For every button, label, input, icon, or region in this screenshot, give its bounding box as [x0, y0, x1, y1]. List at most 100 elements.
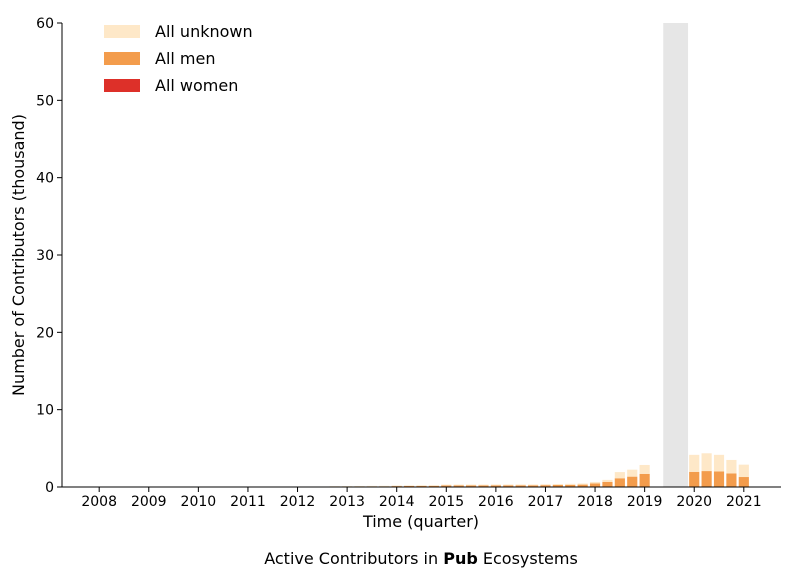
chart-caption: Active Contributors in Pub Ecosystems — [264, 549, 578, 568]
bar-group — [713, 454, 725, 488]
bar-segment-men — [416, 485, 427, 487]
bar-segment-unknown — [342, 486, 353, 487]
bar-group — [726, 459, 737, 488]
x-axis-label: Time (quarter) — [362, 512, 479, 531]
x-tick-label: 2021 — [726, 494, 762, 510]
bar-segment-men — [713, 471, 725, 487]
legend-item-women: All women — [104, 76, 238, 95]
x-tick-label: 2020 — [676, 494, 712, 510]
x-tick-label: 2017 — [528, 494, 564, 510]
x-tick-label: 2010 — [181, 494, 217, 510]
caption-prefix: Active Contributors in — [264, 549, 443, 568]
bar-segment-unknown — [416, 485, 427, 486]
bar-segment-unknown — [515, 484, 526, 486]
bar-segment-men — [478, 485, 489, 487]
legend-swatch-men — [104, 52, 140, 65]
bar-segment-men — [602, 481, 613, 487]
bar-segment-unknown — [466, 484, 477, 486]
bar-segment-unknown — [577, 483, 588, 485]
bar-segment-men — [639, 473, 650, 487]
bar-group — [639, 464, 650, 488]
x-tick-label: 2013 — [329, 494, 365, 510]
bar-segment-men — [577, 484, 588, 487]
bar-segment-men — [552, 484, 563, 487]
bar-group — [614, 472, 625, 488]
y-tick-label: 0 — [45, 480, 54, 496]
x-tick-label: 2011 — [230, 494, 266, 510]
caption-ecosystem-name: Pub — [443, 549, 478, 568]
legend-label-unknown: All unknown — [155, 22, 253, 41]
legend: All unknown All men All women — [104, 22, 253, 95]
legend-label-men: All men — [155, 49, 216, 68]
bar-segment-unknown — [354, 486, 365, 487]
bar-segment-men — [527, 485, 539, 487]
shaded-region — [663, 23, 689, 487]
x-tick-label: 2016 — [478, 494, 514, 510]
bar-segment-men — [466, 485, 477, 487]
y-tick-label: 40 — [36, 171, 54, 187]
y-tick-label: 30 — [36, 248, 54, 264]
legend-item-men: All men — [104, 49, 216, 68]
bar-segment-unknown — [726, 459, 737, 474]
bar-segment-unknown — [701, 453, 712, 472]
bar-segment-men — [614, 478, 625, 487]
bar-segment-men — [428, 485, 439, 487]
bar-segment-unknown — [627, 469, 638, 477]
y-tick-label: 20 — [36, 325, 54, 341]
bar-segment-unknown — [503, 484, 514, 486]
bar-segment-men — [453, 485, 464, 487]
shaded-region-layer — [663, 23, 689, 487]
x-tick-label: 2015 — [428, 494, 464, 510]
bar-segment-men — [515, 485, 526, 487]
bar-group — [627, 469, 638, 488]
bar-segment-men — [540, 485, 551, 487]
bar-segment-unknown — [441, 484, 452, 486]
bar-segment-unknown — [602, 479, 613, 482]
bar-segment-men — [441, 485, 452, 487]
legend-item-unknown: All unknown — [104, 22, 253, 41]
bar-segment-men — [701, 471, 712, 487]
bar-segment-men — [689, 471, 700, 487]
bar-segment-unknown — [366, 485, 377, 487]
x-tick-label: 2019 — [627, 494, 663, 510]
bar-segment-men — [490, 485, 501, 487]
bar-segment-unknown — [689, 454, 700, 472]
bar-segment-men — [404, 485, 415, 487]
bar-group — [404, 485, 415, 487]
bar-segment-unknown — [527, 484, 539, 486]
bar-segment-unknown — [552, 484, 563, 485]
x-tick-label: 2008 — [81, 494, 117, 510]
bar-segment-unknown — [713, 454, 725, 472]
bar-group — [428, 485, 439, 487]
bar-segment-unknown — [738, 464, 749, 478]
bar-segment-unknown — [391, 485, 402, 487]
bar-segment-men — [738, 477, 749, 487]
x-tick-label: 2018 — [577, 494, 613, 510]
x-ticks: 2008 2009 2010 2011 2012 2013 2014 2015 2016 2017… — [81, 487, 762, 510]
y-ticks: 0 10 20 30 40 50 60 — [36, 16, 62, 496]
bar-segment-unknown — [614, 472, 625, 479]
bar-segment-unknown — [478, 484, 489, 486]
bar-segment-men — [726, 473, 737, 487]
y-axis-label: Number of Contributors (thousand) — [9, 114, 28, 396]
bars-layer — [329, 453, 749, 488]
bar-segment-unknown — [639, 464, 650, 474]
bar-segment-men — [503, 485, 514, 487]
bar-segment-unknown — [428, 485, 439, 486]
y-tick-label: 10 — [36, 403, 54, 419]
x-tick-label: 2012 — [280, 494, 316, 510]
bar-group — [416, 485, 427, 487]
legend-swatch-women — [104, 79, 140, 92]
y-tick-label: 60 — [36, 16, 54, 32]
legend-swatch-unknown — [104, 25, 140, 38]
bar-segment-men — [589, 483, 601, 487]
bar-group — [689, 454, 700, 488]
y-tick-label: 50 — [36, 93, 54, 109]
bar-segment-unknown — [589, 481, 601, 484]
bar-segment-unknown — [453, 484, 464, 486]
bar-segment-men — [627, 476, 638, 487]
bar-group — [738, 464, 749, 488]
legend-label-women: All women — [155, 76, 238, 95]
